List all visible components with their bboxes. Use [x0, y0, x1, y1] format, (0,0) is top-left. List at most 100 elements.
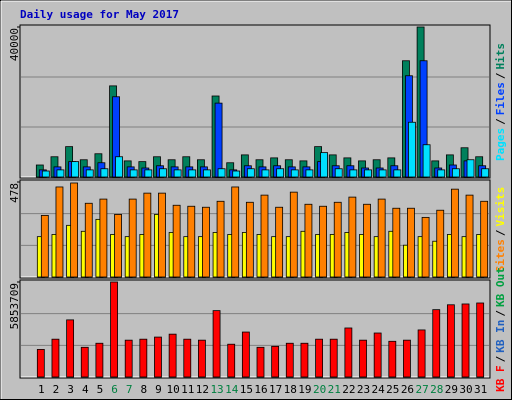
x-tick-label: 7	[126, 383, 133, 396]
bar	[56, 169, 65, 178]
bar	[129, 169, 138, 178]
x-tick-label: 29	[445, 383, 458, 396]
bar	[202, 206, 210, 278]
bar	[436, 209, 445, 278]
y-tick-label: 5853709	[8, 283, 21, 329]
bar	[417, 329, 426, 378]
bar	[110, 281, 118, 378]
legend-entry: Pages	[494, 128, 507, 161]
legend-separator: /	[494, 355, 507, 362]
bar	[388, 340, 397, 378]
bar	[99, 198, 108, 278]
bar	[446, 304, 455, 378]
legend-entry: KB F	[494, 365, 507, 392]
bar	[85, 169, 94, 178]
bar	[198, 339, 206, 378]
bar	[214, 102, 223, 178]
bar	[290, 169, 299, 178]
bar	[187, 205, 196, 278]
bar	[450, 188, 459, 278]
bar	[315, 338, 323, 378]
bar	[139, 338, 148, 378]
x-tick-label: 22	[342, 383, 355, 396]
bar	[115, 156, 123, 178]
bar	[334, 168, 343, 178]
x-tick-label: 19	[298, 383, 311, 396]
bar	[320, 152, 328, 178]
x-tick-label: 16	[254, 383, 267, 396]
bar	[203, 169, 211, 178]
x-tick-label: 6	[111, 383, 118, 396]
x-tick-label: 15	[240, 383, 253, 396]
bar	[245, 201, 254, 278]
bar	[70, 182, 79, 278]
legend-separator: /	[494, 72, 507, 79]
bar	[172, 204, 181, 278]
bar	[329, 338, 338, 378]
x-tick-label: 23	[357, 383, 370, 396]
bar	[55, 186, 64, 278]
bar	[344, 327, 353, 378]
bar	[421, 216, 430, 278]
x-tick-label: 12	[196, 383, 209, 396]
x-tick-label: 3	[67, 383, 74, 396]
bar	[173, 169, 182, 178]
bar	[333, 201, 342, 278]
bar	[183, 338, 192, 378]
bar	[51, 338, 60, 378]
bar	[188, 169, 197, 178]
x-tick-label: 4	[82, 383, 89, 396]
bar	[260, 194, 269, 278]
bar	[158, 192, 166, 278]
x-tick-label: 24	[372, 383, 386, 396]
bar	[373, 332, 382, 378]
bar	[40, 214, 49, 278]
bar	[261, 169, 270, 178]
bar	[289, 191, 298, 278]
bar	[217, 168, 226, 178]
bar	[407, 207, 415, 278]
bar	[364, 169, 372, 178]
bar	[377, 198, 386, 278]
bar	[95, 342, 104, 378]
bar	[154, 336, 162, 378]
bar	[422, 144, 431, 178]
x-tick-label: 10	[167, 383, 180, 396]
x-tick-label: 18	[284, 383, 297, 396]
bar	[41, 170, 50, 178]
x-tick-label: 2	[53, 383, 60, 396]
bar	[480, 200, 489, 278]
bar	[305, 169, 314, 178]
x-tick-label: 31	[474, 383, 487, 396]
bar	[481, 168, 490, 178]
bar	[437, 169, 446, 178]
x-tick-label: 14	[225, 383, 239, 396]
bar	[403, 339, 411, 378]
legend-separator: /	[494, 118, 507, 125]
bar	[227, 343, 236, 378]
bar	[451, 168, 460, 178]
bar	[378, 169, 387, 178]
bar	[36, 349, 45, 378]
bar	[319, 205, 327, 278]
legend-entry: KB Out	[494, 267, 507, 307]
bar	[232, 170, 241, 178]
bar	[300, 342, 309, 378]
bar	[144, 169, 153, 178]
bar	[241, 331, 250, 378]
legend-entry: Sites	[494, 239, 507, 272]
x-tick-label: 27	[415, 383, 428, 396]
bar	[432, 309, 441, 378]
bar	[128, 198, 137, 278]
bar	[143, 192, 152, 278]
bar	[256, 346, 265, 378]
bar	[359, 339, 367, 378]
legend-entry: Hits	[494, 43, 507, 70]
x-tick-label: 20	[313, 383, 326, 396]
bar	[246, 168, 255, 178]
bar	[212, 310, 221, 378]
legend: KB F / KB In / KB Out	[494, 267, 507, 392]
bar	[466, 159, 475, 178]
bar	[71, 161, 80, 178]
